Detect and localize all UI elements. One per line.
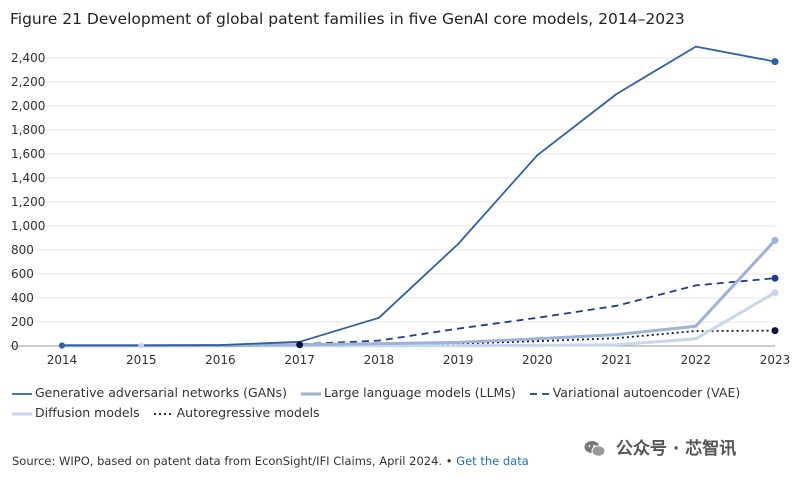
legend-swatch [529, 392, 550, 395]
gridlines [10, 57, 775, 347]
y-tick-label: 400 [11, 291, 34, 305]
y-tick-label: 200 [11, 315, 34, 329]
y-tick-label: 800 [11, 243, 34, 257]
series-marker [138, 342, 145, 349]
x-tick-label: 2016 [205, 353, 236, 367]
wechat-icon [584, 441, 606, 457]
x-tick-label: 2020 [522, 353, 553, 367]
legend-label: Diffusion models [35, 405, 140, 420]
source-text: Source: WIPO, based on patent data from … [12, 454, 453, 468]
legend-swatch [12, 412, 32, 415]
y-tick-label: 1,200 [11, 195, 45, 209]
series-line-2 [62, 277, 776, 347]
y-tick-label: 0 [11, 339, 19, 353]
series-marker [296, 341, 304, 349]
x-axis-ticks: 2014 2015 2016 2017 2018 2019 2020 2021 2022 2023 [47, 353, 791, 367]
series-end-marker [771, 274, 779, 282]
x-tick-label: 2015 [126, 353, 157, 367]
chart-title: Figure 21 Development of global patent f… [10, 10, 685, 28]
x-tick-label: 2022 [681, 353, 712, 367]
legend-item: Autoregressive models [153, 405, 320, 420]
legend-label: Large language models (LLMs) [324, 385, 516, 400]
legend-swatch [12, 392, 32, 395]
legend-item: Variational autoencoder (VAE) [529, 385, 741, 400]
y-tick-label: 1,400 [11, 171, 45, 185]
source-note: Source: WIPO, based on patent data from … [12, 454, 529, 468]
y-tick-label: 2,400 [11, 51, 45, 65]
legend-swatch [301, 392, 322, 395]
y-tick-label: 600 [11, 267, 34, 281]
series-lines [59, 45, 779, 349]
x-tick-label: 2018 [364, 353, 395, 367]
series-end-marker [771, 58, 779, 66]
legend-item: Diffusion models [12, 405, 140, 420]
series-line-3 [62, 291, 776, 348]
legend: Generative adversarial networks (GANs) L… [12, 383, 792, 423]
x-tick-label: 2019 [443, 353, 474, 367]
series-line-1 [62, 239, 777, 348]
y-tick-label: 2,000 [11, 99, 45, 113]
watermark: 公众号 · 芯智讯 [584, 434, 736, 459]
legend-label: Generative adversarial networks (GANs) [35, 385, 288, 400]
legend-item: Large language models (LLMs) [301, 385, 516, 400]
series-end-marker [771, 289, 779, 297]
y-tick-label: 1,600 [11, 147, 45, 161]
x-tick-label: 2017 [284, 353, 315, 367]
get-the-data-link[interactable]: Get the data [456, 454, 529, 468]
line-chart: 0 200 400 600 800 1,000 1,200 1,400 1,600 1,800 2,… [10, 45, 791, 367]
y-tick-label: 1,800 [11, 123, 45, 137]
watermark-text: 公众号 · 芯智讯 [615, 439, 737, 459]
legend-item: Generative adversarial networks (GANs) [12, 385, 287, 400]
legend-label: Autoregressive models [176, 405, 320, 420]
series-end-marker [771, 327, 779, 335]
y-tick-label: 1,000 [11, 219, 45, 233]
series-start-marker [59, 342, 65, 349]
y-axis-ticks: 0 200 400 600 800 1,000 1,200 1,400 1,600 1,800 2,… [11, 51, 45, 353]
series-end-marker [771, 236, 779, 244]
legend-swatch [153, 412, 174, 415]
x-tick-label: 2021 [601, 353, 632, 367]
legend-label: Variational autoencoder (VAE) [552, 385, 741, 400]
x-tick-label: 2014 [47, 353, 78, 367]
series-line-0 [62, 45, 776, 347]
y-tick-label: 2,200 [11, 75, 45, 89]
x-tick-label: 2023 [760, 353, 791, 367]
